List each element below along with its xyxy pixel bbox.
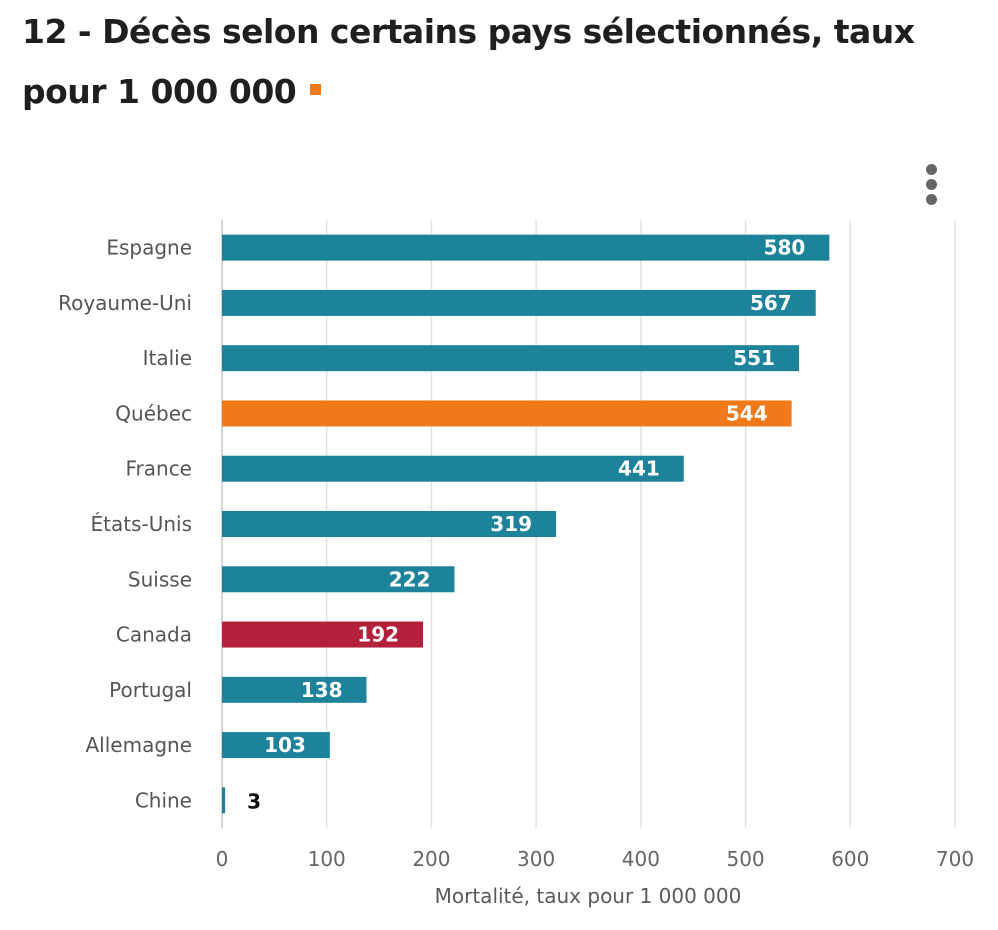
- data-label: 567: [750, 291, 792, 315]
- x-tick-label: 400: [622, 847, 660, 871]
- x-tick-label: 600: [831, 847, 869, 871]
- menu-dot-icon: [926, 194, 937, 205]
- bar: [222, 732, 330, 759]
- bars: [222, 234, 830, 814]
- category-label: Italie: [143, 346, 192, 370]
- category-label: Espagne: [106, 236, 192, 260]
- category-label: France: [125, 457, 192, 481]
- data-label: 103: [264, 733, 306, 757]
- x-tick-label: 0: [216, 847, 229, 871]
- bar: [222, 511, 557, 537]
- bar: [222, 787, 226, 814]
- data-labels: 580 567 551 544 441 319 222 192 138 103 3: [247, 236, 805, 814]
- x-tick-label: 100: [308, 847, 346, 871]
- data-label: 319: [490, 512, 532, 536]
- category-label: États-Unis: [90, 512, 192, 536]
- category-label: Québec: [115, 401, 192, 425]
- category-label: Canada: [116, 623, 192, 647]
- bar: [222, 566, 455, 593]
- chart-title-text: 12 - Décès selon certains pays sélection…: [22, 12, 915, 111]
- data-label: 551: [733, 346, 775, 370]
- menu-dot-icon: [926, 179, 937, 190]
- data-label: 192: [357, 623, 399, 647]
- bar: [222, 289, 816, 316]
- data-label: 580: [764, 236, 806, 260]
- bar: [222, 676, 367, 703]
- data-label: 222: [389, 567, 431, 591]
- orange-square-icon: [310, 84, 322, 95]
- category-label: Chine: [135, 788, 192, 812]
- bar: [222, 621, 424, 648]
- data-label: 138: [301, 678, 343, 702]
- bar: [222, 400, 792, 427]
- data-label: 3: [247, 789, 261, 813]
- menu-dot-icon: [926, 164, 937, 175]
- chart-menu-button[interactable]: [918, 160, 944, 210]
- x-axis-label: Mortalité, taux pour 1 000 000: [435, 884, 742, 908]
- data-label: 544: [726, 401, 768, 425]
- category-labels: Espagne Royaume-Uni Italie Québec France État…: [58, 236, 192, 813]
- category-label: Portugal: [109, 678, 192, 702]
- bar: [222, 345, 799, 372]
- x-tick-label: 300: [517, 847, 555, 871]
- x-tick-label: 500: [726, 847, 764, 871]
- data-label: 441: [618, 457, 660, 481]
- category-label: Allemagne: [85, 733, 192, 757]
- category-label: Royaume-Uni: [58, 291, 192, 315]
- chart-title: 12 - Décès selon certains pays sélection…: [22, 2, 962, 122]
- x-tick-label: 700: [936, 847, 974, 871]
- x-tick-labels: 0 100 200 300 400 500 600 700: [216, 847, 974, 871]
- bar: [222, 455, 684, 482]
- category-label: Suisse: [128, 567, 192, 591]
- x-tick-label: 200: [412, 847, 450, 871]
- bar: [222, 234, 830, 261]
